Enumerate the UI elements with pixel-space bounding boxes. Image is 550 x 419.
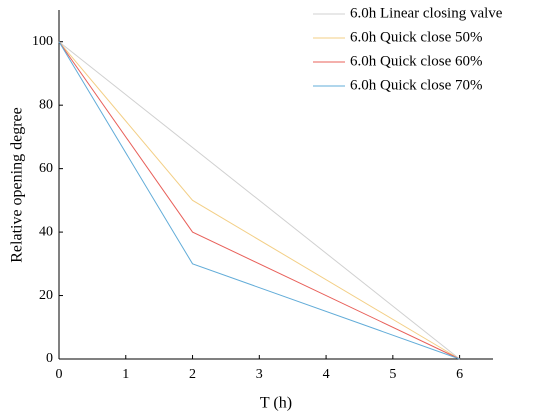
x-tick-label: 6 — [456, 367, 463, 382]
y-tick-label: 80 — [39, 97, 53, 112]
x-tick-label: 2 — [189, 367, 196, 382]
y-axis-label: Relative opening degree — [9, 107, 26, 263]
x-tick-label: 5 — [389, 367, 396, 382]
y-tick-label: 20 — [39, 288, 53, 303]
legend-label: 6.0h Linear closing valve — [350, 5, 503, 21]
legend-label: 6.0h Quick close 50% — [350, 29, 482, 45]
series-line — [58, 41, 460, 360]
y-tick-label: 60 — [39, 161, 53, 176]
x-tick-label: 3 — [256, 367, 263, 382]
legend-label: 6.0h Quick close 70% — [350, 77, 482, 93]
x-axis-label: T (h) — [260, 395, 292, 412]
series-line — [58, 41, 460, 360]
y-tick-label: 100 — [32, 34, 53, 49]
y-tick-label: 40 — [39, 224, 53, 239]
series-line — [58, 41, 460, 360]
series-line — [58, 41, 460, 360]
x-tick-label: 1 — [122, 367, 129, 382]
legend-label: 6.0h Quick close 60% — [350, 53, 482, 69]
x-tick-label: 4 — [323, 367, 330, 382]
y-tick-label: 0 — [46, 351, 53, 366]
x-tick-label: 0 — [56, 367, 63, 382]
